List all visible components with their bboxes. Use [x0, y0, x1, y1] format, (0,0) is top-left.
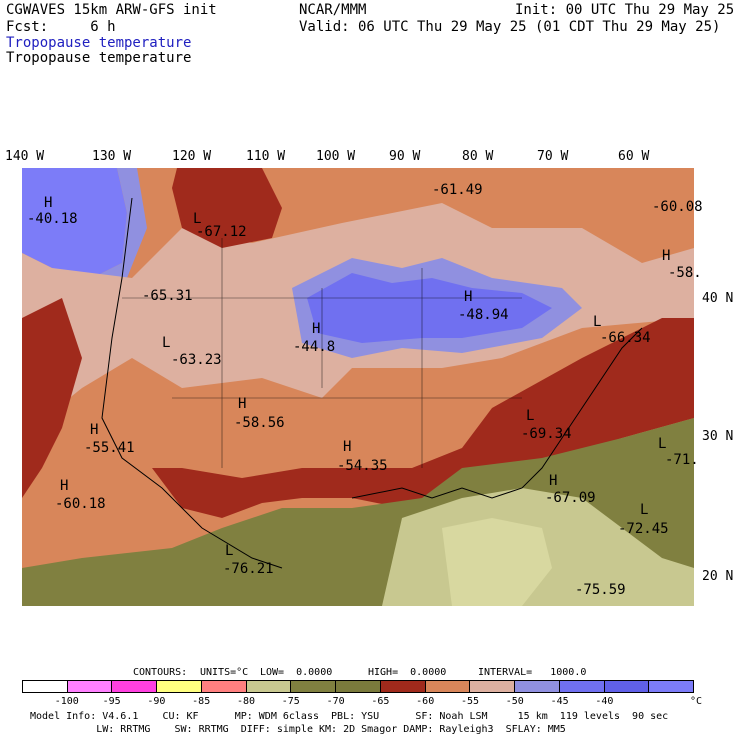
contours-low: LOW= 0.0000: [260, 667, 333, 678]
value-label: -69.34: [521, 426, 572, 442]
model-info-line2: LW: RRTMG SW: RRTMG DIFF: simple KM: 2D …: [30, 724, 566, 735]
value-label: -61.49: [432, 182, 483, 198]
value-label: -58.: [668, 265, 702, 281]
model-title: CGWAVES 15km ARW-GFS init: [6, 2, 217, 18]
value-label: -67.12: [196, 224, 247, 240]
value-label: -55.41: [84, 440, 135, 456]
value-label: -65.31: [142, 288, 193, 304]
value-label: -76.21: [223, 561, 274, 577]
colorbar-segment: [336, 681, 381, 692]
colorbar-segment: [246, 681, 292, 692]
value-label: -67.09: [545, 490, 596, 506]
colorbar-segment: [23, 681, 68, 692]
value-label: -40.18: [27, 211, 78, 227]
colorbar-tick-label: -55: [460, 696, 480, 707]
colorbar-tick-label: -80: [236, 696, 256, 707]
value-label: -48.94: [458, 307, 509, 323]
value-label: -66.34: [600, 330, 651, 346]
init-time: Init: 00 UTC Thu 29 May 25: [515, 2, 735, 18]
colorbar-segment: [470, 681, 516, 692]
tropopause-temperature-map: [22, 168, 694, 606]
pressure-center-label: H: [90, 422, 99, 438]
colorbar-segment: [604, 681, 650, 692]
pressure-center-label: H: [238, 396, 247, 412]
value-label: -44.8: [293, 339, 336, 355]
contours-label: CONTOURS:: [133, 667, 188, 678]
colorbar-tick-label: -60: [416, 696, 435, 707]
lon-label: 70 W: [537, 149, 569, 164]
lon-label: 140 W: [5, 149, 45, 164]
lon-label: 80 W: [462, 149, 494, 164]
forecast-hour: Fcst: 6 h: [6, 19, 116, 35]
pressure-center-label: L: [162, 335, 171, 351]
colorbar-segment: [425, 681, 471, 692]
colorbar-tick-label: -75: [281, 696, 300, 707]
colorbar-tick-label: -50: [505, 696, 524, 707]
pressure-center-label: H: [60, 478, 69, 494]
value-label: -72.45: [618, 521, 669, 537]
lon-label: 60 W: [618, 149, 650, 164]
colorbar-segment: [201, 681, 247, 692]
lon-label: 120 W: [172, 149, 212, 164]
lat-label: 30 N: [702, 429, 734, 444]
value-label: -63.23: [171, 352, 222, 368]
colorbar-tick-label: -70: [326, 696, 345, 707]
value-label: -54.35: [337, 458, 388, 474]
contours-interval: INTERVAL= 1000.0: [478, 667, 587, 678]
pressure-center-label: L: [640, 502, 649, 518]
lat-label: 40 N: [702, 291, 734, 306]
pressure-center-label: L: [593, 314, 602, 330]
colorbar-unit: °C: [690, 696, 703, 707]
colorbar-segment: [291, 681, 337, 692]
colorbar-tick-label: -100: [54, 696, 79, 707]
colorbar-tick-label: -90: [147, 696, 166, 707]
value-label: -75.59: [575, 582, 626, 598]
colorbar-segment: [112, 681, 158, 692]
colorbar: [22, 680, 694, 693]
colorbar-tick-label: -45: [550, 696, 569, 707]
colorbar-tick-label: -85: [192, 696, 211, 707]
model-info-line1: Model Info: V4.6.1 CU: KF MP: WDM 6class…: [30, 711, 669, 722]
colorbar-tick-label: -40: [595, 696, 614, 707]
pressure-center-label: H: [464, 289, 473, 305]
value-label: -58.56: [234, 415, 285, 431]
colorbar-segment: [515, 681, 560, 692]
lon-label: 130 W: [92, 149, 132, 164]
pressure-center-label: H: [343, 439, 352, 455]
colorbar-segment: [649, 681, 694, 692]
lon-label: 100 W: [316, 149, 356, 164]
lon-label: 110 W: [246, 149, 286, 164]
colorbar-segment: [559, 681, 605, 692]
pressure-center-label: L: [193, 211, 202, 227]
field-title: Tropopause temperature: [6, 50, 192, 66]
center-label: NCAR/MMM: [299, 2, 367, 18]
lat-label: 20 N: [702, 569, 734, 584]
pressure-center-label: L: [658, 436, 667, 452]
colorbar-tick-label: -65: [371, 696, 390, 707]
lon-label: 90 W: [389, 149, 421, 164]
value-label: -60.08: [652, 199, 703, 215]
pressure-center-label: H: [44, 195, 53, 211]
value-label: -60.18: [55, 496, 106, 512]
pressure-center-label: L: [526, 408, 535, 424]
contours-high: HIGH= 0.0000: [368, 667, 447, 678]
colorbar-tick-label: -95: [102, 696, 121, 707]
pressure-center-label: H: [549, 473, 558, 489]
contours-units: UNITS=°C: [200, 667, 249, 678]
pressure-center-label: H: [312, 321, 321, 337]
pressure-center-label: L: [225, 543, 234, 559]
pressure-center-label: H: [662, 248, 671, 264]
colorbar-segment: [380, 681, 426, 692]
valid-time: Valid: 06 UTC Thu 29 May 25 (01 CDT Thu …: [299, 19, 721, 35]
value-label: -71.: [665, 452, 699, 468]
field-title-blue: Tropopause temperature: [6, 35, 192, 51]
colorbar-segment: [67, 681, 113, 692]
colorbar-segment: [157, 681, 202, 692]
